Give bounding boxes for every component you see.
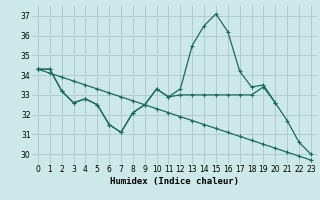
X-axis label: Humidex (Indice chaleur): Humidex (Indice chaleur) bbox=[110, 177, 239, 186]
